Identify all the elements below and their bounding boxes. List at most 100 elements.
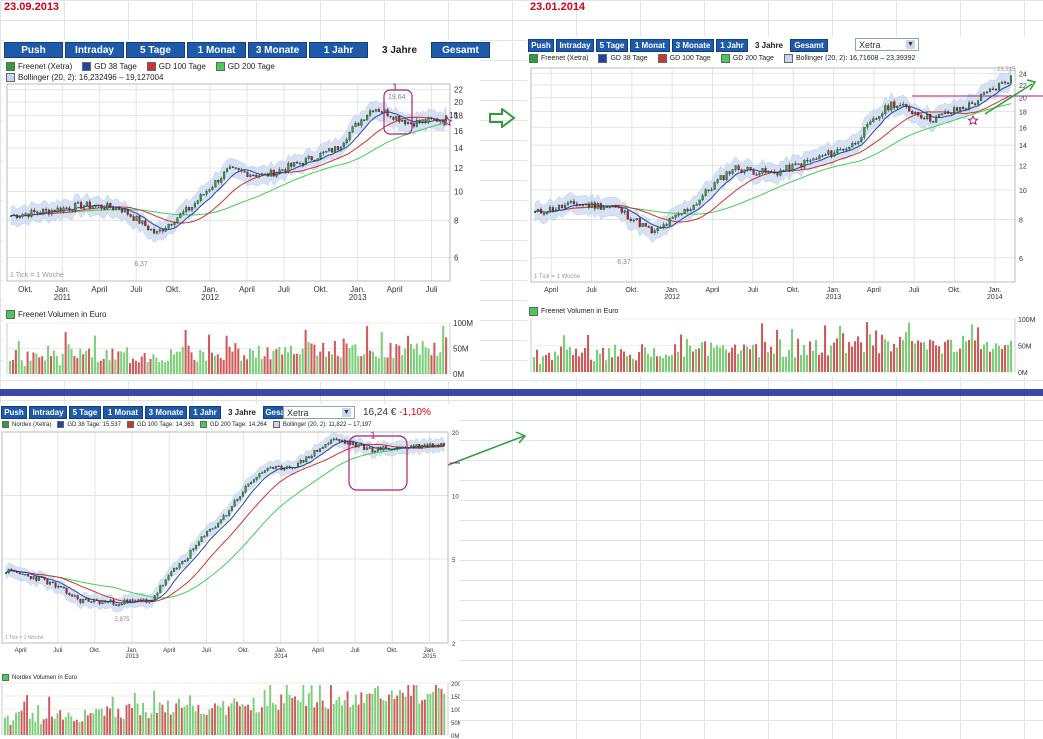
volume-bar xyxy=(284,347,287,374)
candle xyxy=(398,115,401,122)
candle xyxy=(566,202,569,206)
volume-bar xyxy=(701,342,704,372)
tab-push[interactable]: Push xyxy=(4,42,63,58)
volume-bar xyxy=(131,358,134,374)
tab-push[interactable]: Push xyxy=(1,406,27,419)
volume-bar xyxy=(390,690,393,735)
tab-1-jahr[interactable]: 1 Jahr xyxy=(716,39,748,52)
volume-bar xyxy=(548,352,551,372)
tab-push[interactable]: Push xyxy=(528,39,554,52)
candle xyxy=(824,154,827,156)
tab-3-jahre[interactable]: 3 Jahre xyxy=(223,406,261,419)
tab-3-jahre[interactable]: 3 Jahre xyxy=(750,39,788,52)
volume-bar xyxy=(47,345,50,374)
candle xyxy=(427,117,430,123)
volume-bar xyxy=(23,366,26,374)
volume-bar xyxy=(231,351,234,374)
bollinger-band xyxy=(534,66,1012,243)
y-tick-label: 18 xyxy=(1019,110,1027,117)
candle xyxy=(208,528,211,532)
candle xyxy=(211,528,214,530)
tick-footnote: 1 Tick = 1 Woche xyxy=(534,274,581,280)
tab-gesamt[interactable]: Gesamt xyxy=(431,42,490,58)
tab-3-monate[interactable]: 3 Monate xyxy=(672,39,714,52)
candle xyxy=(680,213,683,215)
tab-gesamt[interactable]: Gesamt xyxy=(790,39,828,52)
candle xyxy=(228,166,231,169)
legend-label: GD 38 Tage xyxy=(94,62,137,71)
candle xyxy=(18,216,21,218)
candle xyxy=(365,447,368,450)
tab-1-monat[interactable]: 1 Monat xyxy=(630,39,670,52)
period-tabs-top-left: Push Intraday 5 Tage 1 Monat 3 Monate 1 Jahr 3… xyxy=(4,42,490,58)
volume-bar xyxy=(578,356,581,372)
tab-5-tage[interactable]: 5 Tage xyxy=(596,39,628,52)
y-tick-label: 16 xyxy=(454,127,463,136)
tab-intraday[interactable]: Intraday xyxy=(556,39,594,52)
candle xyxy=(324,444,327,448)
volume-bar xyxy=(647,353,650,372)
legend-label: Freenet (Xetra) xyxy=(18,62,73,71)
tab-1-jahr[interactable]: 1 Jahr xyxy=(309,42,368,58)
volume-bar xyxy=(542,356,545,372)
exchange-select-top-right[interactable]: Xetra ▼ xyxy=(855,38,919,51)
candle xyxy=(272,169,275,177)
volume-bar xyxy=(280,694,283,735)
tab-1-monat[interactable]: 1 Monat xyxy=(103,406,143,419)
candle xyxy=(776,173,779,176)
volume-bar xyxy=(854,341,857,372)
volume-bar xyxy=(31,712,34,735)
legend-swatch-icon xyxy=(215,62,225,71)
candle xyxy=(1009,75,1013,84)
tab-5-tage[interactable]: 5 Tage xyxy=(126,42,185,58)
volume-bar xyxy=(23,701,26,735)
legend-item: GD 100 Tage xyxy=(657,54,711,63)
candle xyxy=(322,151,325,154)
candle xyxy=(851,143,854,148)
x-tick-label: April xyxy=(867,287,881,294)
candle xyxy=(170,571,173,576)
volume-bar xyxy=(860,342,863,372)
tab-3-jahre[interactable]: 3 Jahre xyxy=(370,42,429,58)
candle xyxy=(644,223,647,227)
legend-item: GD 200 Tage: 14,264 xyxy=(199,421,267,428)
volume-bar xyxy=(219,707,222,735)
legend-top-left: Freenet (Xetra) GD 38 Tage GD 100 Tage G… xyxy=(6,62,426,82)
candle xyxy=(230,506,233,511)
candle xyxy=(342,142,345,148)
candle xyxy=(536,208,540,212)
candle xyxy=(848,146,851,150)
volume-bar xyxy=(298,354,301,374)
candle xyxy=(164,579,167,586)
tab-1-jahr[interactable]: 1 Jahr xyxy=(189,406,221,419)
tab-1-monat[interactable]: 1 Monat xyxy=(187,42,246,58)
volume-bar xyxy=(911,341,914,372)
volume-tick-label: 0M xyxy=(451,734,459,739)
candle xyxy=(189,549,192,559)
candle xyxy=(395,115,398,120)
volume-bar xyxy=(563,335,566,372)
tab-3-monate[interactable]: 3 Monate xyxy=(248,42,307,58)
volume-bar xyxy=(399,690,401,735)
tab-5-tage[interactable]: 5 Tage xyxy=(69,406,101,419)
candle xyxy=(30,209,33,217)
volume-bar xyxy=(34,722,37,735)
candle xyxy=(280,465,283,471)
tab-intraday[interactable]: Intraday xyxy=(29,406,67,419)
candle xyxy=(88,201,91,209)
candle xyxy=(132,216,135,221)
candle xyxy=(626,210,629,220)
legend-label: GD 200 Tage xyxy=(227,62,275,71)
exchange-select-bottom[interactable]: Xetra ▼ xyxy=(283,406,355,419)
volume-bar xyxy=(878,353,881,372)
volume-bar xyxy=(426,694,429,735)
candle xyxy=(1000,81,1004,84)
tab-3-monate[interactable]: 3 Monate xyxy=(145,406,187,419)
volume-bar xyxy=(178,351,181,374)
volume-bar xyxy=(439,352,442,374)
volume-tick-label: 0M xyxy=(1018,370,1028,376)
candle xyxy=(54,582,57,588)
tab-intraday[interactable]: Intraday xyxy=(65,42,124,58)
volume-bar xyxy=(70,348,73,374)
